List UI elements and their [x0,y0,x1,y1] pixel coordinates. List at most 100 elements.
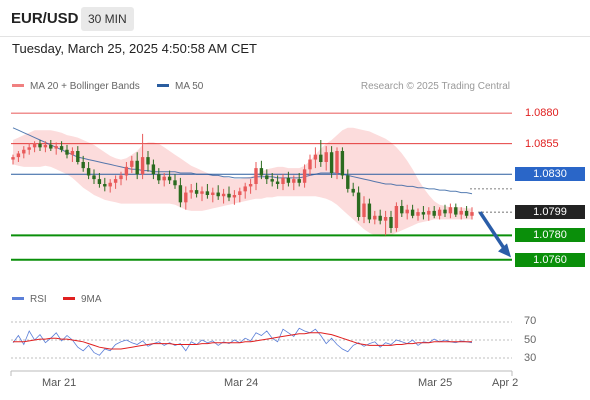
bollinger-band [13,127,472,237]
candle-body [346,175,350,189]
candle-body [254,168,258,184]
price-tag-1.0799: 1.0799 [515,205,585,220]
candle-body [340,151,345,176]
candle-body [437,209,442,216]
candle-body [49,144,53,149]
candle-body [281,177,285,184]
x-label-mar25: Mar 25 [418,377,453,389]
rsi-tick-50: 50 [524,334,537,346]
candle-body [362,203,366,217]
legend-rsi: RSI [12,294,47,305]
candle-body [16,153,21,158]
candle-body [383,217,388,221]
candle-body [151,164,156,175]
rsi-swatch-icon [12,296,24,300]
candle-body [32,143,37,148]
candle-body [378,215,382,221]
candle-body [124,166,129,176]
forecast-arrow-line [478,211,508,253]
candle-body [200,191,204,194]
candle-body [324,152,328,162]
candle-body [432,210,436,216]
candle-body [76,151,80,162]
candle-body [319,154,323,162]
candle-body [227,193,231,198]
candle-body [286,177,291,183]
candle-body [140,157,145,175]
candle-body [292,179,296,183]
candle-body [389,217,393,228]
candle-body [416,212,420,216]
candle-body [146,157,150,165]
price-tag-1.0780: 1.0780 [515,228,585,243]
ma50-line [12,127,473,195]
header-divider [0,36,590,37]
ma50-swatch-icon [157,83,169,87]
candle-body [313,154,318,160]
legend-ma50-label: MA 50 [175,81,204,92]
forecast-arrow-head-icon [498,243,511,258]
candle-body [470,212,474,216]
candle-body [400,206,404,214]
candle-body [211,192,215,195]
candle-body [113,179,118,183]
rsi-tick-30: 30 [524,352,537,364]
candle-body [302,169,307,183]
candle-body [108,182,112,187]
x-label-mar21: Mar 21 [42,377,77,389]
legend-rsi9: 9MA [63,294,102,305]
price-tag-1.0830: 1.0830 [515,167,585,182]
candle-body [265,175,269,180]
candle-body [157,174,161,181]
x-label-apr2: Apr 2 [492,377,519,389]
price-tag-1.0855: 1.0855 [525,137,559,150]
ma20-swatch-icon [12,83,24,87]
candle-body [443,209,447,214]
candle-body [119,175,123,180]
candle-body [59,146,64,150]
candle-body [410,209,415,216]
candle-body [162,176,166,181]
candle-body [54,146,58,149]
timeframe-badge[interactable]: 30 MIN [81,7,134,31]
candle-body [448,207,453,214]
chart-header: EUR/USD 30 MIN [0,0,590,38]
candle-body [427,210,431,215]
candle-body [43,144,48,148]
candle-body [167,176,172,181]
rsi-ma9-line [13,332,472,350]
candle-body [86,168,91,176]
candle-body [65,149,69,155]
legend-ma20: MA 20 + Bollinger Bands [12,81,140,92]
price-tag-1.0760: 1.0760 [515,252,585,267]
timestamp: Tuesday, March 25, 2025 4:50:58 AM CET [12,41,257,56]
candle-body [238,191,242,195]
candle-body [394,206,399,228]
candle-body [216,192,220,197]
legend-ma9-label: 9MA [81,294,102,305]
rsi-line [12,327,473,356]
candle-body [221,193,226,197]
candle-body [70,151,75,155]
ma9-swatch-icon [63,296,75,300]
candle-body [356,192,361,217]
candle-body [103,184,107,187]
candle-body [329,152,334,173]
candle-body [367,203,372,220]
candle-body [178,185,183,203]
currency-pair: EUR/USD [11,10,79,27]
candle-body [275,181,280,184]
candle-body [308,159,312,170]
candle-body [135,160,139,175]
candle-body [243,186,247,192]
candle-body [248,184,253,187]
candle-body [373,215,377,220]
candle-body [335,151,339,173]
candle-body [351,188,355,193]
x-label-mar24: Mar 24 [224,377,259,389]
candle-body [81,162,85,169]
candle-body [173,180,177,186]
rsi-tick-70: 70 [524,315,537,327]
candle-body [232,195,237,198]
